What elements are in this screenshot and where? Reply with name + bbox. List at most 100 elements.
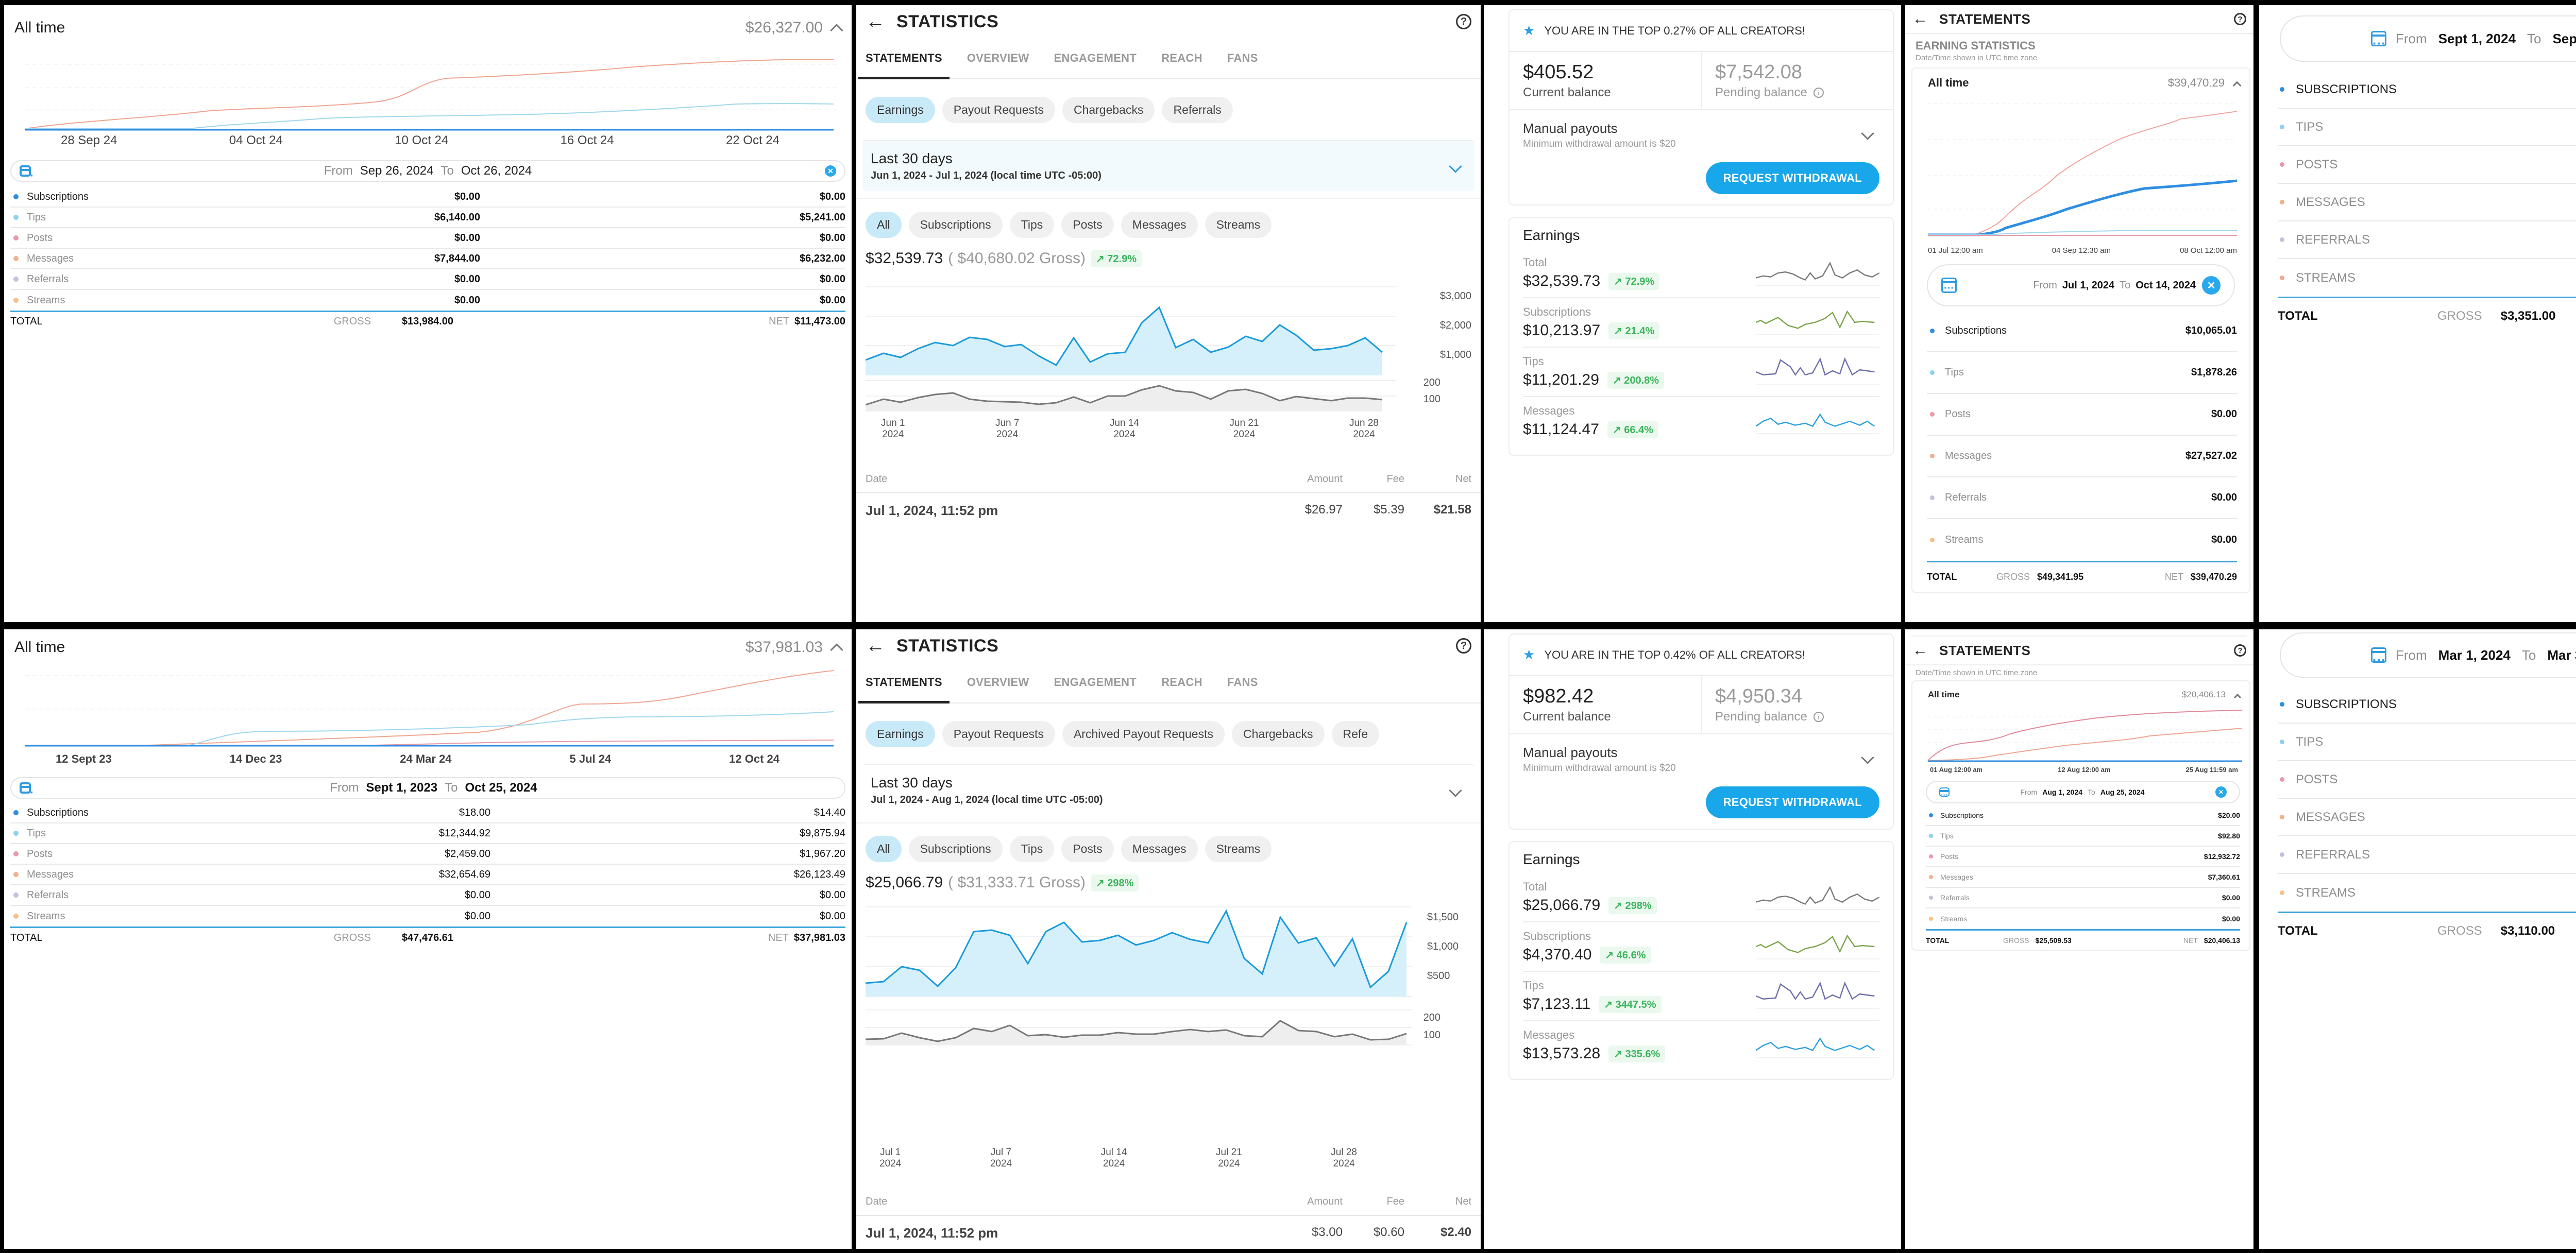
- from-date[interactable]: Aug 1, 2024: [2042, 788, 2083, 796]
- all-time-header[interactable]: All time $26,327.00: [4, 5, 852, 41]
- table-row[interactable]: Referrals $0.00: [1927, 477, 2237, 519]
- filter-messages[interactable]: Messages: [1121, 835, 1198, 862]
- filter-tips[interactable]: Tips: [1009, 211, 1055, 238]
- earnings-item[interactable]: Total $25,066.79 ↗ 298%: [1523, 873, 1879, 922]
- calendar-icon[interactable]: [1941, 278, 1957, 294]
- chip-referrals[interactable]: Referrals: [1162, 96, 1233, 123]
- table-row[interactable]: STREAMS$0.00: [2278, 874, 2576, 912]
- request-withdrawal-button[interactable]: REQUEST WITHDRAWAL: [1705, 162, 1879, 194]
- filter-tips[interactable]: Tips: [1009, 835, 1055, 862]
- manual-payouts[interactable]: Manual payouts Minimum withdrawal amount …: [1510, 110, 1893, 204]
- request-withdrawal-button[interactable]: REQUEST WITHDRAWAL: [1705, 786, 1879, 818]
- all-time-header[interactable]: All time $39,470.29: [1912, 73, 2249, 93]
- table-row[interactable]: Posts $0.00: [1927, 394, 2237, 436]
- tab-statements[interactable]: STATEMENTS: [858, 38, 950, 79]
- date-range-picker[interactable]: From Jul 1, 2024 To Oct 14, 2024 ✕: [1927, 264, 2235, 306]
- table-row[interactable]: POSTS$0.00: [2278, 146, 2576, 184]
- calendar-icon[interactable]: [1939, 787, 1950, 798]
- info-icon[interactable]: i: [1813, 712, 1824, 722]
- tab-overview[interactable]: OVERVIEW: [967, 52, 1029, 64]
- table-row[interactable]: MESSAGES$1688.00: [2278, 184, 2576, 221]
- table-row[interactable]: Posts $12,932.72: [1926, 847, 2240, 867]
- table-row[interactable]: Tips $12,344.92 $9,875.94: [10, 823, 845, 844]
- from-date[interactable]: Sept 1, 2024: [2438, 30, 2516, 46]
- table-row[interactable]: SUBSCRIPTIONS$271.00: [2278, 686, 2576, 724]
- table-row[interactable]: Posts $2,459.00 $1,967.20: [10, 844, 845, 865]
- table-row[interactable]: Jul 1, 2024, 11:52 pm $26.97 $5.39 $21.5…: [866, 503, 1471, 518]
- chevron-up-icon[interactable]: [830, 24, 843, 37]
- to-date[interactable]: Oct 25, 2024: [465, 781, 537, 795]
- help-icon[interactable]: ?: [1456, 14, 1471, 29]
- chevron-down-icon[interactable]: [1449, 159, 1462, 173]
- all-time-header[interactable]: All time $37,981.03: [4, 629, 852, 660]
- manual-payouts[interactable]: Manual payouts Minimum withdrawal amount …: [1510, 734, 1893, 829]
- table-row[interactable]: REFERRALS$0.00: [2278, 836, 2576, 874]
- filter-posts[interactable]: Posts: [1061, 211, 1114, 238]
- table-row[interactable]: Messages $7,360.61: [1926, 867, 2240, 888]
- earnings-item[interactable]: Subscriptions $10,213.97 ↗ 21.4%: [1523, 298, 1879, 348]
- filter-posts[interactable]: Posts: [1061, 835, 1114, 862]
- table-row[interactable]: Subscriptions $20.00: [1926, 805, 2240, 826]
- earnings-item[interactable]: Tips $11,201.29 ↗ 200.8%: [1523, 348, 1879, 397]
- back-arrow-icon[interactable]: ←: [866, 634, 885, 657]
- table-row[interactable]: Referrals $0.00 $0.00: [10, 269, 845, 290]
- table-row[interactable]: Messages $32,654.69 $26,123.49: [10, 865, 845, 885]
- table-row[interactable]: TIPS$912.00: [2278, 109, 2576, 146]
- earnings-item[interactable]: Total $32,539.73 ↗ 72.9%: [1523, 249, 1879, 298]
- table-row[interactable]: Tips $92.80: [1926, 826, 2240, 847]
- date-range-picker[interactable]: From Sept 1, 2023 To Oct 25, 2024: [10, 777, 845, 799]
- filter-messages[interactable]: Messages: [1121, 211, 1198, 238]
- date-range-picker[interactable]: From Aug 1, 2024 To Aug 25, 2024 ✕: [1926, 781, 2240, 803]
- to-date[interactable]: Sept 30, 2024: [2552, 30, 2576, 46]
- period-selector[interactable]: Last 30 days Jun 1, 2024 - Jul 1, 2024 (…: [862, 140, 1475, 191]
- table-row[interactable]: TIPS$1,120.00: [2278, 724, 2576, 761]
- earnings-item[interactable]: Tips $7,123.11 ↗ 3447.5%: [1523, 972, 1879, 1021]
- to-date[interactable]: Oct 26, 2024: [461, 164, 532, 178]
- chip-chargebacks[interactable]: Chargebacks: [1232, 720, 1325, 747]
- table-row[interactable]: Subscriptions $10,065.01: [1927, 311, 2237, 352]
- chip-earnings[interactable]: Earnings: [866, 720, 935, 747]
- chip-payout-requests[interactable]: Payout Requests: [942, 720, 1055, 747]
- all-time-header[interactable]: All time $20,406.13: [1912, 685, 2249, 704]
- clear-date-button[interactable]: ✕: [825, 165, 836, 177]
- filter-all[interactable]: All: [866, 835, 902, 862]
- from-date[interactable]: Jul 1, 2024: [2062, 279, 2115, 291]
- table-row[interactable]: POSTS$0.00: [2278, 761, 2576, 799]
- filter-subscriptions[interactable]: Subscriptions: [908, 211, 1003, 238]
- calendar-icon[interactable]: [20, 782, 31, 799]
- table-row[interactable]: Streams $0.00 $0.00: [10, 906, 845, 926]
- table-row[interactable]: Referrals $0.00: [1926, 888, 2240, 908]
- filter-streams[interactable]: Streams: [1205, 835, 1272, 862]
- calendar-icon[interactable]: [20, 165, 31, 182]
- table-row[interactable]: Tips $1,878.26: [1927, 352, 2237, 394]
- table-row[interactable]: Subscriptions $18.00 $14.40: [10, 803, 845, 823]
- back-arrow-icon[interactable]: ←: [1912, 642, 1928, 659]
- calendar-icon[interactable]: [2371, 647, 2386, 666]
- table-row[interactable]: SUBSCRIPTIONS$40.00: [2278, 71, 2576, 109]
- tab-engagement[interactable]: ENGAGEMENT: [1054, 52, 1137, 64]
- chip-archived-payout-requests[interactable]: Archived Payout Requests: [1062, 720, 1225, 747]
- chevron-up-icon[interactable]: [830, 643, 843, 657]
- from-date[interactable]: Mar 1, 2024: [2438, 647, 2511, 663]
- filter-streams[interactable]: Streams: [1205, 211, 1272, 238]
- tab-reach[interactable]: REACH: [1161, 52, 1202, 64]
- help-icon[interactable]: ?: [2234, 13, 2246, 25]
- filter-all[interactable]: All: [866, 211, 902, 238]
- tab-fans[interactable]: FANS: [1227, 676, 1258, 689]
- table-row[interactable]: Referrals $0.00 $0.00: [10, 885, 845, 906]
- table-row[interactable]: MESSAGES$1,471.00: [2278, 799, 2576, 836]
- table-row[interactable]: Subscriptions $0.00 $0.00: [10, 187, 845, 208]
- clear-date-button[interactable]: ✕: [2215, 786, 2227, 798]
- to-date[interactable]: Mar 31, 2024: [2547, 647, 2576, 663]
- table-row[interactable]: Streams $0.00: [1927, 519, 2237, 561]
- calendar-icon[interactable]: [2371, 31, 2386, 50]
- earnings-item[interactable]: Subscriptions $4,370.40 ↗ 46.6%: [1523, 922, 1879, 972]
- tab-engagement[interactable]: ENGAGEMENT: [1054, 676, 1137, 689]
- info-icon[interactable]: i: [1813, 88, 1824, 98]
- earnings-item[interactable]: Messages $11,124.47 ↗ 66.4%: [1523, 397, 1879, 445]
- table-row[interactable]: Messages $27,527.02: [1927, 436, 2237, 477]
- from-date[interactable]: Sep 26, 2024: [360, 164, 434, 178]
- to-date[interactable]: Aug 25, 2024: [2100, 788, 2145, 796]
- date-range-picker[interactable]: From Sep 26, 2024 To Oct 26, 2024 ✕: [10, 160, 845, 182]
